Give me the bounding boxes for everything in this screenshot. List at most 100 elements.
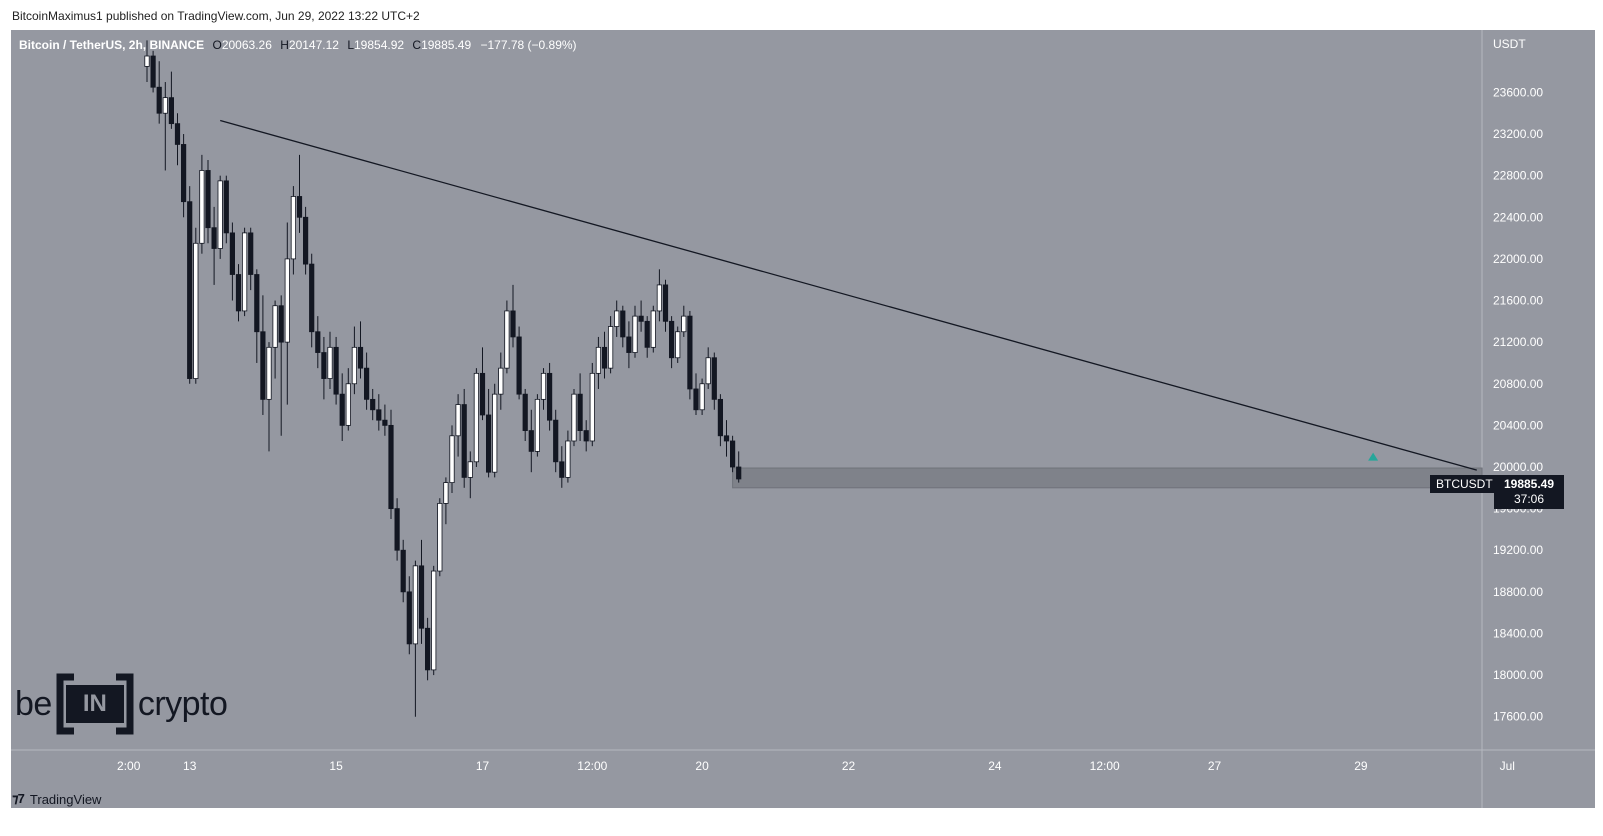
candle[interactable] — [498, 352, 504, 410]
tradingview-footer[interactable]: ⁊7 TradingView — [12, 791, 101, 807]
candle[interactable] — [254, 269, 260, 363]
candle[interactable] — [669, 316, 675, 369]
candle[interactable] — [553, 409, 559, 473]
candle[interactable] — [571, 388, 577, 447]
candle[interactable] — [235, 264, 242, 322]
candle[interactable] — [656, 269, 663, 322]
candle[interactable] — [339, 373, 345, 441]
candle[interactable] — [699, 378, 705, 415]
candle[interactable] — [693, 373, 699, 415]
candle[interactable] — [174, 113, 181, 166]
candle[interactable] — [370, 388, 376, 421]
candle[interactable] — [290, 186, 297, 275]
candle[interactable] — [162, 82, 168, 171]
candle[interactable] — [632, 305, 638, 358]
candle[interactable] — [559, 446, 565, 488]
candle[interactable] — [376, 394, 382, 431]
candle[interactable] — [315, 316, 321, 369]
candle[interactable] — [608, 316, 614, 374]
candle[interactable] — [272, 300, 278, 379]
candle[interactable] — [437, 498, 443, 577]
candle[interactable] — [730, 435, 736, 473]
candle[interactable] — [577, 373, 583, 441]
candle[interactable] — [461, 388, 467, 488]
candle[interactable] — [363, 352, 370, 410]
candle[interactable] — [687, 310, 693, 400]
candle[interactable] — [540, 368, 547, 410]
candle[interactable] — [187, 186, 193, 384]
candle[interactable] — [736, 451, 742, 483]
candle[interactable] — [424, 617, 431, 681]
candle[interactable] — [644, 316, 650, 358]
candle[interactable] — [473, 368, 480, 467]
candle[interactable] — [309, 253, 315, 348]
candle[interactable] — [400, 539, 406, 603]
descending-trendline[interactable] — [220, 119, 1477, 471]
candle[interactable] — [412, 560, 419, 717]
candle[interactable] — [504, 300, 510, 374]
candle[interactable] — [431, 565, 437, 676]
candle[interactable] — [705, 347, 711, 389]
candle[interactable] — [528, 409, 534, 473]
candle[interactable] — [650, 305, 656, 353]
price-chart[interactable]: 2:00 13 15 17 12:00 20 22 24 12:00 27 29 Jul 23600.… — [11, 30, 1595, 808]
candle[interactable] — [321, 336, 327, 400]
candle[interactable] — [223, 175, 229, 244]
candle[interactable] — [485, 388, 492, 478]
candle[interactable] — [638, 300, 644, 332]
candle[interactable] — [248, 227, 254, 291]
candle[interactable] — [394, 498, 400, 561]
candle[interactable] — [351, 326, 358, 395]
candle[interactable] — [302, 206, 309, 275]
candle[interactable] — [278, 295, 284, 436]
candle[interactable] — [662, 279, 669, 332]
candle[interactable] — [547, 362, 553, 431]
candle[interactable] — [455, 394, 461, 457]
candle[interactable] — [467, 451, 473, 499]
candle[interactable] — [717, 394, 724, 447]
candle[interactable] — [595, 336, 602, 389]
candle[interactable] — [583, 420, 589, 452]
candle[interactable] — [443, 477, 449, 525]
candle[interactable] — [193, 227, 199, 384]
candle[interactable] — [449, 425, 455, 494]
candle[interactable] — [675, 326, 681, 363]
candle[interactable] — [614, 300, 620, 337]
candle[interactable] — [388, 409, 394, 520]
candle[interactable] — [296, 154, 303, 233]
candle[interactable] — [260, 295, 266, 415]
candle[interactable] — [522, 388, 528, 441]
candle[interactable] — [205, 160, 211, 244]
candle[interactable] — [357, 321, 364, 379]
candle[interactable] — [516, 326, 522, 400]
candle[interactable] — [345, 368, 351, 431]
candle[interactable] — [534, 394, 541, 457]
candle[interactable] — [711, 352, 717, 410]
candle[interactable] — [266, 342, 272, 452]
chart-frame[interactable]: 2:00 13 15 17 12:00 20 22 24 12:00 27 29 Jul 23600.… — [11, 30, 1595, 808]
candle[interactable] — [723, 420, 730, 457]
candle[interactable] — [681, 305, 687, 337]
candle[interactable] — [241, 227, 248, 317]
candle[interactable] — [156, 61, 162, 124]
candle[interactable] — [406, 576, 412, 655]
candle[interactable] — [626, 321, 632, 369]
candle[interactable] — [601, 331, 608, 379]
candle[interactable] — [168, 71, 174, 129]
candle[interactable] — [150, 50, 156, 93]
candle[interactable] — [284, 222, 290, 405]
candle[interactable] — [217, 175, 223, 259]
candle[interactable] — [589, 362, 595, 447]
candle[interactable] — [565, 430, 571, 483]
candle[interactable] — [327, 331, 333, 389]
candle[interactable] — [229, 222, 235, 301]
candle[interactable] — [211, 206, 217, 285]
candle[interactable] — [510, 284, 516, 348]
candle[interactable] — [620, 305, 626, 348]
candle[interactable] — [479, 347, 486, 421]
candle[interactable] — [418, 539, 425, 644]
candle[interactable] — [333, 336, 339, 405]
candle[interactable] — [144, 40, 150, 83]
candle[interactable] — [492, 383, 498, 478]
candle[interactable] — [180, 134, 187, 218]
